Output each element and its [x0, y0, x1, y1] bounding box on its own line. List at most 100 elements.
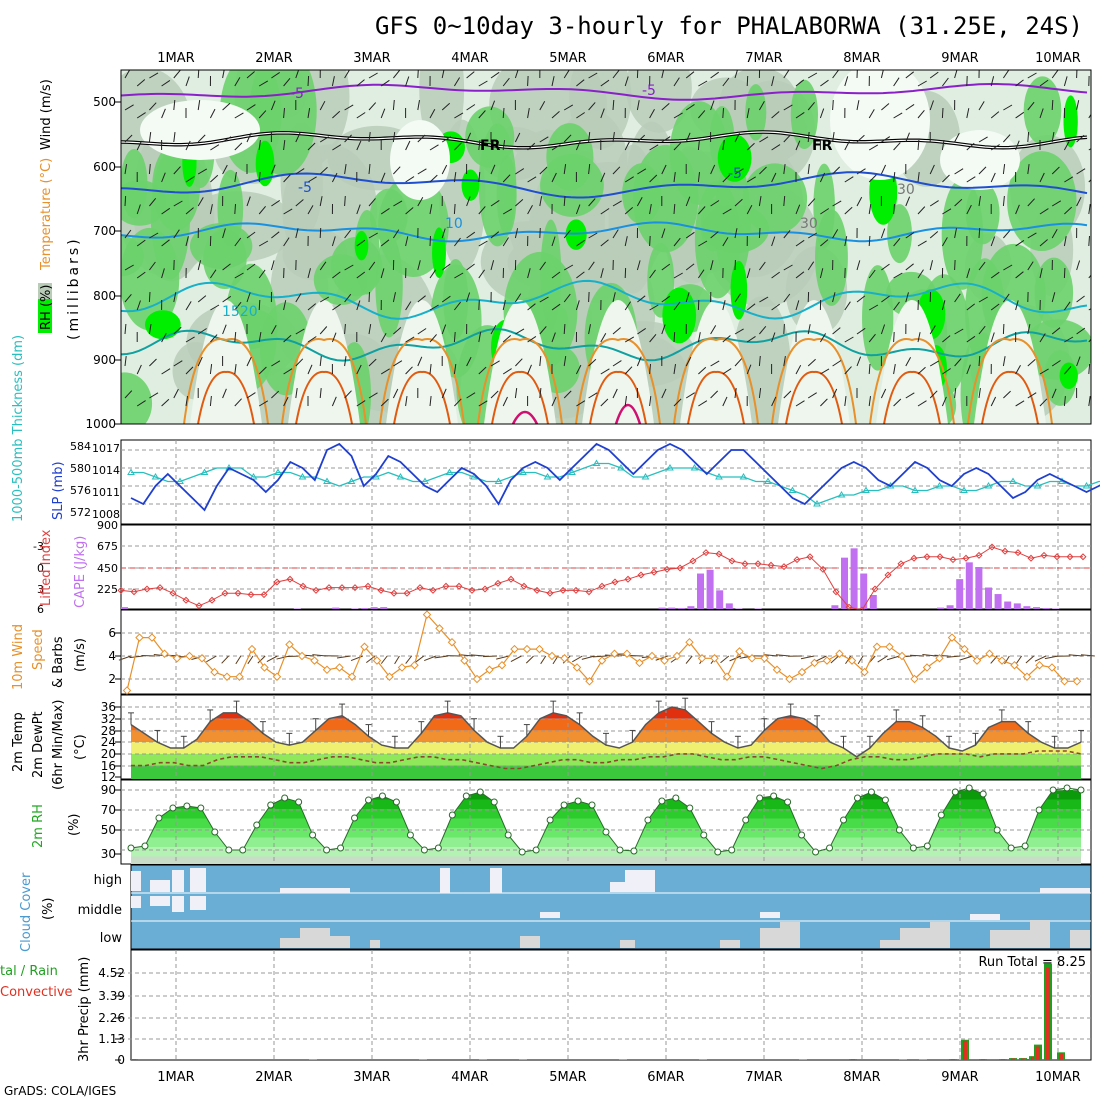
wind-barb: [966, 176, 976, 183]
wind-barb: [1027, 232, 1037, 239]
wind-barb: [954, 328, 964, 335]
wind-barb: [893, 398, 902, 407]
temp-contour: [121, 279, 1088, 320]
thickness-point: [862, 486, 870, 493]
wind-barb: [1003, 104, 1013, 111]
cloud-units-label: (%): [41, 898, 56, 921]
rh-point: [1077, 786, 1085, 794]
wind-barb: [636, 100, 640, 111]
lifted-index-point: [572, 586, 580, 594]
wind-barb: [478, 240, 488, 247]
wind-barb: [393, 70, 401, 79]
wind-barb: [954, 198, 963, 207]
wind-barb: [185, 76, 190, 87]
wind-barb: [588, 261, 595, 271]
lifted-index-point: [338, 584, 346, 592]
wind-speed-point: [272, 672, 282, 681]
wind-barb: [380, 268, 385, 279]
wind-barb: [685, 231, 695, 239]
dry-plume: [190, 300, 262, 424]
thickness-point: [984, 482, 993, 489]
wind-barb: [917, 172, 920, 183]
temp-band: [131, 753, 1081, 766]
wind-barb: [319, 261, 327, 271]
date-label-top: 4MAR: [451, 51, 488, 66]
wind-barb: [734, 388, 737, 399]
precip-conv-bar: [132, 1059, 136, 1060]
cloud-level-label: high: [94, 873, 122, 888]
wind10m-panel: 6 4 2 10m Wind Speed & Barbs (m/s): [11, 609, 1095, 695]
wind-barb: [136, 400, 146, 407]
wind-barb: [319, 227, 322, 239]
wind-barb: [417, 134, 426, 143]
wind-barb: [832, 292, 836, 303]
wind-barb: [722, 140, 725, 151]
wind-barb: [331, 76, 335, 87]
wind-barb: [588, 324, 591, 335]
cape-bar: [869, 595, 877, 609]
wind-barb: [319, 356, 322, 367]
wind-barb: [502, 300, 506, 311]
lifted-index-point: [884, 571, 892, 579]
wind-barb: [880, 228, 886, 239]
wind-barb: [978, 261, 986, 271]
wind-speed-point: [785, 674, 794, 684]
wind-barb: [332, 303, 341, 311]
wind-barb: [673, 301, 681, 311]
cape-tick: 225: [97, 583, 118, 596]
wind-barb: [905, 392, 915, 399]
wind-barb: [685, 263, 695, 271]
wind10m-barb: [434, 655, 449, 659]
wind10m-barb: [221, 655, 229, 664]
wind-barb: [453, 203, 456, 215]
warm-contour-inner: [393, 370, 451, 424]
wind-barb: [551, 111, 560, 119]
lifted-index-point: [299, 582, 307, 590]
wind-barb: [588, 232, 598, 239]
wind-barb: [234, 112, 244, 119]
wind-barb: [673, 112, 683, 119]
date-label-bottom: 6MAR: [647, 1070, 684, 1085]
wind-barb: [795, 239, 805, 247]
slp-thickness-panel: 584 580 576 572 1017 1014 1011 1008 1000-500mb …: [11, 335, 1100, 525]
wind-axis-label: Wind (m/s): [39, 79, 54, 150]
wind-barb: [868, 144, 879, 151]
date-label-top: 8MAR: [843, 51, 880, 66]
wind-barb: [258, 240, 269, 247]
cape-bar: [1013, 603, 1021, 609]
wind-barb: [417, 70, 419, 79]
contour-label: 10: [445, 216, 463, 232]
wind10m-barb: [1068, 654, 1083, 657]
lifted-index-point: [390, 589, 398, 597]
wind-barb: [893, 272, 903, 279]
rh-point: [1035, 806, 1043, 814]
wind-barb: [124, 356, 127, 367]
wind-barb: [929, 200, 939, 207]
thickness-point: [592, 459, 601, 466]
lifted-index-point: [1079, 553, 1087, 561]
wind-barb: [1051, 292, 1056, 303]
high-cloud: [280, 888, 350, 893]
wind-barb: [466, 231, 476, 239]
wind-barb: [270, 260, 275, 271]
rh-point: [937, 811, 945, 819]
wind-barb: [270, 100, 276, 111]
wind-barb: [880, 70, 884, 79]
warm-contour-inner: [197, 370, 255, 424]
wind-speed-point: [572, 663, 582, 672]
wind-barb: [832, 200, 842, 207]
wind-barb: [478, 206, 486, 215]
rh-blob-bright: [461, 169, 480, 201]
wind-barb: [392, 99, 395, 111]
wind-barb: [661, 295, 671, 303]
lifted-index-point: [1066, 553, 1074, 561]
wind-barb: [807, 131, 810, 143]
wind-barb: [368, 198, 376, 207]
wind-barb: [673, 77, 680, 87]
wind-barb: [344, 164, 347, 175]
wind-speed-point: [860, 667, 869, 677]
wind-barb: [185, 207, 194, 215]
wind-barb: [514, 293, 522, 303]
rh-point: [281, 794, 289, 802]
